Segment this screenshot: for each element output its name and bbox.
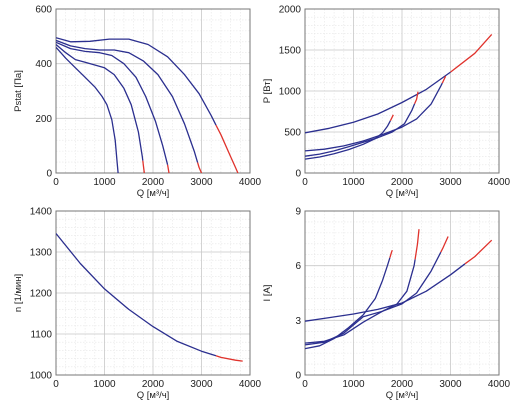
x-tick-label: 4000 [239, 379, 262, 390]
y-tick-label: 2000 [279, 5, 302, 16]
series-line-overload [166, 164, 170, 173]
x-axis-label: Q [м³/ч] [137, 390, 170, 401]
series-line [305, 71, 451, 134]
x-tick-label: 1000 [93, 379, 116, 390]
curves [305, 33, 493, 160]
y-tick-label: 6 [295, 261, 301, 272]
x-tick-label: 1000 [93, 177, 116, 188]
x-tick-label: 3000 [439, 379, 462, 390]
plot-frame [304, 210, 500, 376]
series-line-overload [142, 160, 145, 173]
x-tick-label: 0 [53, 177, 59, 188]
series-line-overload [389, 249, 393, 258]
series-line [56, 46, 119, 173]
x-axis-label: Q [м³/ч] [386, 390, 419, 401]
plot-frame [55, 210, 251, 376]
series-line [56, 44, 144, 161]
series-line [305, 82, 443, 152]
y-tick-label: 600 [35, 5, 52, 16]
y-tick-label: 1200 [30, 289, 53, 300]
x-tick-label: 3000 [439, 177, 462, 188]
series-line-overload [464, 239, 493, 265]
x-tick-label: 0 [302, 177, 308, 188]
y-axis-label: n [1/мин] [13, 274, 24, 312]
series-line [56, 37, 217, 126]
plot-frame [55, 8, 251, 174]
x-tick-label: 4000 [488, 379, 511, 390]
y-tick-label: 0 [295, 371, 301, 382]
chart-current: 0 1000 2000 3000 4000 0 3 6 9 Q [м³/ч] I [А] [262, 207, 511, 402]
x-axis-label: Q [м³/ч] [386, 188, 419, 199]
x-tick-label: 1000 [342, 379, 365, 390]
chart-pstat: 0 1000 2000 3000 4000 0 200 400 600 Q [м³/ч] Pstat… [13, 5, 262, 200]
series-line-overload [441, 75, 447, 84]
series-line-overload [389, 114, 394, 121]
y-axis-label: I [А] [262, 285, 273, 302]
x-tick-label: 2000 [142, 177, 165, 188]
y-axis-label: Pstat [Па] [13, 70, 24, 112]
series-line-overload [196, 162, 203, 173]
series-line [305, 259, 416, 346]
y-axis-label: P [Вт] [262, 79, 273, 103]
curves [56, 37, 239, 173]
y-tick-label: 0 [46, 169, 52, 180]
curves [305, 229, 493, 350]
series-line-overload [215, 355, 243, 362]
y-tick-label: 500 [284, 128, 301, 139]
plot-frame [304, 8, 500, 174]
series-line [56, 233, 217, 357]
y-tick-label: 1000 [279, 87, 302, 98]
y-tick-label: 1300 [30, 248, 53, 259]
x-tick-label: 2000 [391, 177, 414, 188]
x-tick-label: 0 [302, 379, 308, 390]
x-tick-label: 4000 [239, 177, 262, 188]
series-line-overload [440, 236, 449, 253]
series-line-overload [215, 124, 239, 173]
series-line-overload [414, 91, 419, 105]
series-line-overload [450, 33, 493, 73]
x-tick-label: 3000 [190, 177, 213, 188]
series-line [305, 263, 466, 322]
x-tick-label: 2000 [142, 379, 165, 390]
series-line [56, 39, 199, 163]
y-tick-label: 200 [35, 114, 52, 125]
y-tick-label: 9 [295, 207, 301, 218]
x-axis-label: Q [м³/ч] [137, 188, 170, 199]
y-tick-label: 1400 [30, 207, 53, 218]
x-tick-label: 4000 [488, 177, 511, 188]
x-tick-label: 2000 [391, 379, 414, 390]
series-line [305, 120, 391, 160]
series-line [56, 41, 169, 165]
y-tick-label: 1500 [279, 46, 302, 57]
x-tick-label: 0 [53, 379, 59, 390]
y-tick-label: 0 [295, 169, 301, 180]
series-line-overload [414, 229, 420, 260]
x-tick-label: 1000 [342, 177, 365, 188]
y-tick-label: 1100 [30, 330, 52, 341]
x-tick-label: 3000 [190, 379, 213, 390]
curves [56, 233, 243, 362]
y-tick-label: 400 [35, 59, 52, 70]
y-tick-label: 1000 [30, 371, 53, 382]
y-tick-label: 3 [295, 316, 301, 327]
series-line [305, 257, 391, 350]
series-line [305, 103, 416, 157]
